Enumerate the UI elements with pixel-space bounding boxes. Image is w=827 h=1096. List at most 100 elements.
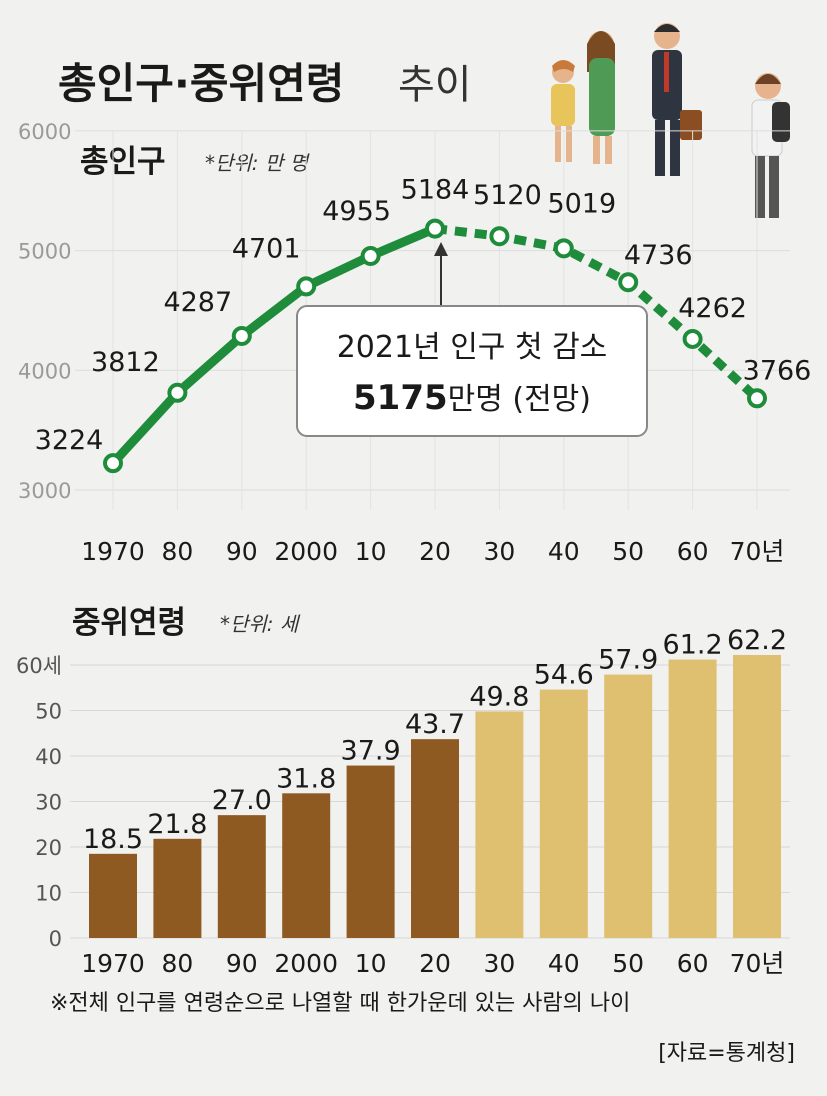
- median-age-x-tick: 80: [161, 949, 193, 978]
- population-x-tick: 10: [355, 537, 387, 566]
- header: 총인구·중위연령 추이: [58, 59, 472, 108]
- median-age-unit: *단위: 세: [220, 612, 301, 636]
- median-age-value-label: 61.2: [663, 630, 723, 661]
- main-title: 총인구·중위연령: [58, 59, 344, 108]
- median-age-x-tick: 90: [226, 949, 258, 978]
- population-point: [618, 272, 639, 293]
- population-y-axis: 3000 4000 5000 6000: [18, 120, 71, 503]
- median-age-x-tick: 50: [612, 949, 644, 978]
- median-age-bar: [733, 654, 781, 938]
- population-x-tick: 30: [483, 537, 515, 566]
- median-age-value-label: 31.8: [276, 763, 336, 794]
- median-age-value-label: 37.9: [341, 736, 401, 767]
- population-value-label: 4736: [624, 240, 693, 271]
- people-illustration: [551, 23, 790, 218]
- population-title: 총인구: [80, 144, 166, 180]
- median-age-y-tick: 60세: [16, 654, 62, 678]
- population-point: [360, 245, 381, 266]
- population-point: [167, 382, 188, 403]
- median-age-value-label: 21.8: [147, 809, 207, 840]
- population-x-tick: 90: [226, 537, 258, 566]
- population-point: [747, 388, 767, 409]
- median-age-y-tick: 20: [35, 836, 62, 860]
- callout-rest: 만명 (전망): [448, 382, 591, 417]
- population-x-tick: 50: [612, 537, 644, 566]
- population-value-label: 4287: [163, 287, 232, 318]
- median-age-bars: [89, 654, 781, 938]
- median-age-x-axis: 1970 80 90 2000 10 20 30 40 50 60 70년: [81, 949, 784, 978]
- population-x-tick: 1970: [81, 537, 145, 566]
- population-value-label: 3766: [743, 355, 812, 386]
- population-x-tick: 80: [161, 537, 193, 566]
- median-age-bar: [346, 765, 395, 938]
- population-y-tick: 6000: [18, 120, 71, 144]
- student-figure: [751, 73, 790, 218]
- median-age-bar: [604, 674, 653, 938]
- population-value-label: 4701: [232, 233, 301, 264]
- median-age-value-label: 18.5: [83, 824, 143, 855]
- decline-callout: 2021년 인구 첫 감소 5175만명 (전망): [296, 242, 648, 437]
- population-value-label: 5019: [547, 188, 616, 219]
- population-value-label: 5120: [473, 180, 542, 211]
- population-x-tick: 20: [419, 537, 451, 566]
- population-x-tick: 2000: [274, 537, 338, 566]
- median-age-x-tick: 70년: [730, 949, 785, 978]
- population-point: [231, 325, 252, 346]
- population-grid: [75, 130, 790, 510]
- median-age-bar: [153, 838, 202, 938]
- population-point: [553, 238, 574, 259]
- median-age-value-labels: 18.5 21.827.031.837.943.749.854.6 57.9 61.2…: [83, 625, 787, 855]
- population-x-axis: 1970 80 90 2000 10 20 30 40 50 60 70년: [81, 537, 784, 566]
- median-age-x-tick: 2000: [274, 949, 338, 978]
- callout-line2: 5175만명 (전망): [353, 378, 591, 418]
- population-series: [103, 218, 767, 474]
- median-age-x-tick: 10: [355, 949, 387, 978]
- population-x-tick: 60: [677, 537, 709, 566]
- population-point: [682, 328, 703, 349]
- population-value-label: 3812: [91, 347, 160, 378]
- population-value-label: 5184: [401, 175, 470, 206]
- population-point: [296, 276, 317, 297]
- population-actual-line: [109, 224, 437, 467]
- median-age-bar: [217, 815, 266, 938]
- population-x-tick: 70년: [730, 537, 785, 566]
- median-age-bar: [539, 689, 588, 938]
- population-value-label: 4955: [322, 196, 391, 227]
- median-age-x-tick: 1970: [81, 949, 145, 978]
- man-figure: [652, 23, 702, 176]
- median-age-y-tick: 10: [35, 882, 62, 906]
- population-point: [425, 218, 445, 239]
- median-age-y-tick: 50: [35, 700, 62, 724]
- median-age-bar: [411, 739, 459, 938]
- population-x-tick: 40: [548, 537, 580, 566]
- callout-box: [296, 305, 648, 437]
- population-y-tick: 4000: [18, 359, 71, 383]
- median-age-x-tick: 30: [483, 949, 515, 978]
- median-age-value-label: 49.8: [469, 681, 529, 712]
- footnote: ※전체 인구를 연령순으로 나열할 때 한가운데 있는 사람의 나이: [50, 991, 630, 1016]
- population-point: [489, 226, 510, 247]
- population-y-tick: 5000: [18, 240, 71, 264]
- median-age-value-label: 43.7: [405, 709, 465, 740]
- median-age-y-tick: 0: [49, 927, 62, 951]
- median-age-x-tick: 60: [677, 949, 709, 978]
- woman-figure: [587, 31, 615, 164]
- callout-line1: 2021년 인구 첫 감소: [337, 330, 608, 365]
- callout-number: 5175: [353, 378, 448, 418]
- median-age-value-label: 62.2: [727, 625, 787, 656]
- population-value-label: 4262: [678, 293, 747, 324]
- callout-arrowhead: [434, 242, 448, 256]
- median-age-y-tick: 40: [35, 745, 62, 769]
- source-credit: [자료=통계청]: [658, 1041, 795, 1066]
- median-age-bar: [475, 711, 524, 938]
- median-age-bar: [668, 659, 717, 938]
- median-age-value-label: 27.0: [212, 785, 272, 816]
- population-projected-line: [434, 224, 761, 402]
- median-age-x-tick: 40: [548, 949, 580, 978]
- population-value-label: 3224: [35, 425, 104, 456]
